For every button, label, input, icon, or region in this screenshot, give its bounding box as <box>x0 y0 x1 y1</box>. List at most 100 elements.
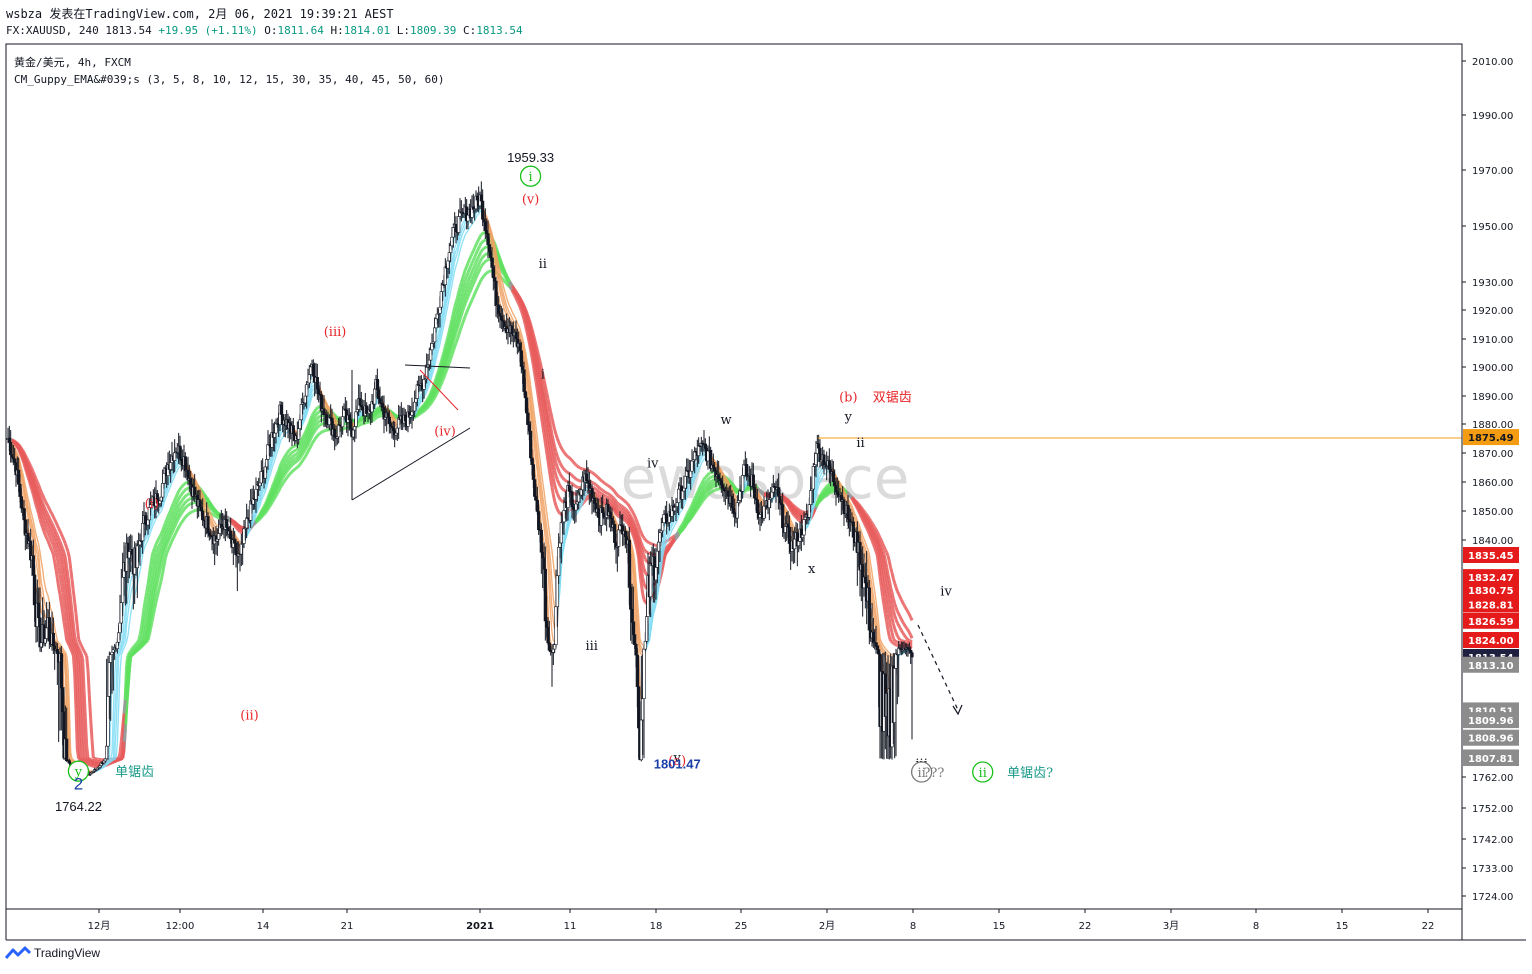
slow-ema-5-seg <box>213 514 217 518</box>
slow-ema-0-seg <box>546 460 551 471</box>
slow-ema-4-seg <box>668 542 672 546</box>
slow-ema-1-seg <box>154 548 159 554</box>
slow-ema-1-seg <box>177 495 182 500</box>
slow-ema-4-seg <box>35 487 41 493</box>
slow-ema-4-seg <box>54 531 59 536</box>
slow-ema-5-seg <box>302 455 307 460</box>
slow-ema-5-seg <box>570 459 575 464</box>
slow-ema-0-seg <box>641 593 646 600</box>
slow-ema-3-seg <box>473 269 478 275</box>
slow-ema-0-seg <box>177 488 182 493</box>
slow-ema-5-seg <box>891 578 897 584</box>
slow-ema-1-seg <box>546 445 551 455</box>
slow-ema-4-seg <box>891 598 897 604</box>
slow-ema-5-seg <box>239 525 242 529</box>
slow-ema-4-seg <box>451 336 457 342</box>
slow-ema-0-seg <box>280 459 284 464</box>
slow-ema-5-seg <box>883 548 889 554</box>
slow-ema-3-seg <box>282 469 287 473</box>
slow-ema-2-seg <box>549 448 554 458</box>
slow-ema-1-seg <box>910 644 913 648</box>
slow-ema-5-seg <box>847 493 851 497</box>
slow-ema-3-seg <box>619 507 623 511</box>
slow-ema-5-seg <box>600 479 604 483</box>
slow-ema-1-seg <box>542 419 547 429</box>
slow-ema-0-seg <box>827 482 831 487</box>
slow-ema-5-seg <box>857 503 862 507</box>
slow-ema-5-seg <box>261 513 266 517</box>
slow-ema-4-seg <box>77 647 82 652</box>
slow-ema-0-seg <box>314 406 319 411</box>
slow-ema-3-seg <box>575 485 579 489</box>
slow-ema-0-seg <box>515 300 521 305</box>
slow-ema-3-seg <box>455 317 461 323</box>
slow-ema-4-seg <box>319 422 322 427</box>
slow-ema-0-seg <box>312 410 316 415</box>
slow-ema-4-seg <box>560 464 564 469</box>
slow-ema-3-seg <box>893 614 898 620</box>
slow-ema-5-seg <box>181 518 186 522</box>
slow-ema-3-seg <box>612 500 616 504</box>
slow-ema-3-seg <box>182 501 187 505</box>
slow-ema-3-seg <box>461 299 466 305</box>
slow-ema-0-seg <box>136 639 140 644</box>
slow-ema-0-seg <box>582 499 587 504</box>
slow-ema-1-seg <box>49 538 54 543</box>
slow-ema-5-seg <box>236 523 240 527</box>
slow-ema-0-seg <box>51 553 57 562</box>
slow-ema-5-seg <box>550 417 555 425</box>
slow-ema-5-seg <box>861 508 866 513</box>
slow-ema-3-seg <box>177 509 182 514</box>
slow-ema-0-seg <box>163 519 169 524</box>
slow-ema-4-seg <box>551 440 557 448</box>
slow-ema-0-seg <box>793 514 797 519</box>
slow-ema-4-seg <box>372 415 376 419</box>
slow-ema-0-seg <box>688 507 692 512</box>
slow-ema-0-seg <box>894 642 897 647</box>
slow-ema-5-seg <box>685 521 690 525</box>
slow-ema-4-seg <box>603 490 607 494</box>
slow-ema-5-seg <box>357 423 361 427</box>
slow-ema-3-seg <box>889 598 894 605</box>
slow-ema-5-seg <box>81 647 86 652</box>
slow-ema-5-seg <box>682 524 687 529</box>
slow-ema-0-seg <box>554 505 559 510</box>
slow-ema-3-seg <box>620 508 624 512</box>
slow-ema-1-seg <box>697 491 702 496</box>
slow-ema-3-seg <box>457 312 462 318</box>
slow-ema-3-seg <box>180 505 184 509</box>
slow-ema-3-seg <box>894 618 899 624</box>
slow-ema-4-seg <box>270 495 275 500</box>
slow-ema-4-seg <box>50 522 55 527</box>
slow-ema-5-seg <box>702 496 707 501</box>
slow-ema-5-seg <box>122 699 127 714</box>
slow-ema-0-seg <box>822 487 827 491</box>
slow-ema-1-seg <box>874 545 879 550</box>
slow-ema-1-seg <box>295 448 298 452</box>
slow-ema-4-seg <box>500 269 504 274</box>
slow-ema-0-seg <box>174 493 179 498</box>
slow-ema-3-seg <box>601 493 605 497</box>
slow-ema-3-seg <box>303 442 309 447</box>
slow-ema-1-seg <box>166 520 171 525</box>
slow-ema-0-seg <box>62 621 67 631</box>
slow-ema-2-seg <box>638 549 643 556</box>
slow-ema-3-seg <box>898 627 903 632</box>
slow-ema-3-seg <box>600 492 604 496</box>
slow-ema-4-seg <box>300 453 304 457</box>
slow-ema-3-seg <box>500 266 504 271</box>
slow-ema-0-seg <box>173 496 178 501</box>
slow-ema-4-seg <box>66 576 71 588</box>
slow-ema-4-seg <box>626 510 631 515</box>
slow-ema-5-seg <box>527 319 533 325</box>
slow-ema-5-seg <box>564 453 568 457</box>
slow-ema-4-seg <box>88 757 92 761</box>
slow-ema-1-seg <box>71 649 77 654</box>
slow-ema-4-seg <box>30 473 35 478</box>
slow-ema-5-seg <box>641 535 646 539</box>
slow-ema-5-seg <box>312 438 316 443</box>
slow-ema-4-seg <box>467 289 473 294</box>
slow-ema-4-seg <box>454 328 459 334</box>
slow-ema-1-seg <box>66 631 71 642</box>
